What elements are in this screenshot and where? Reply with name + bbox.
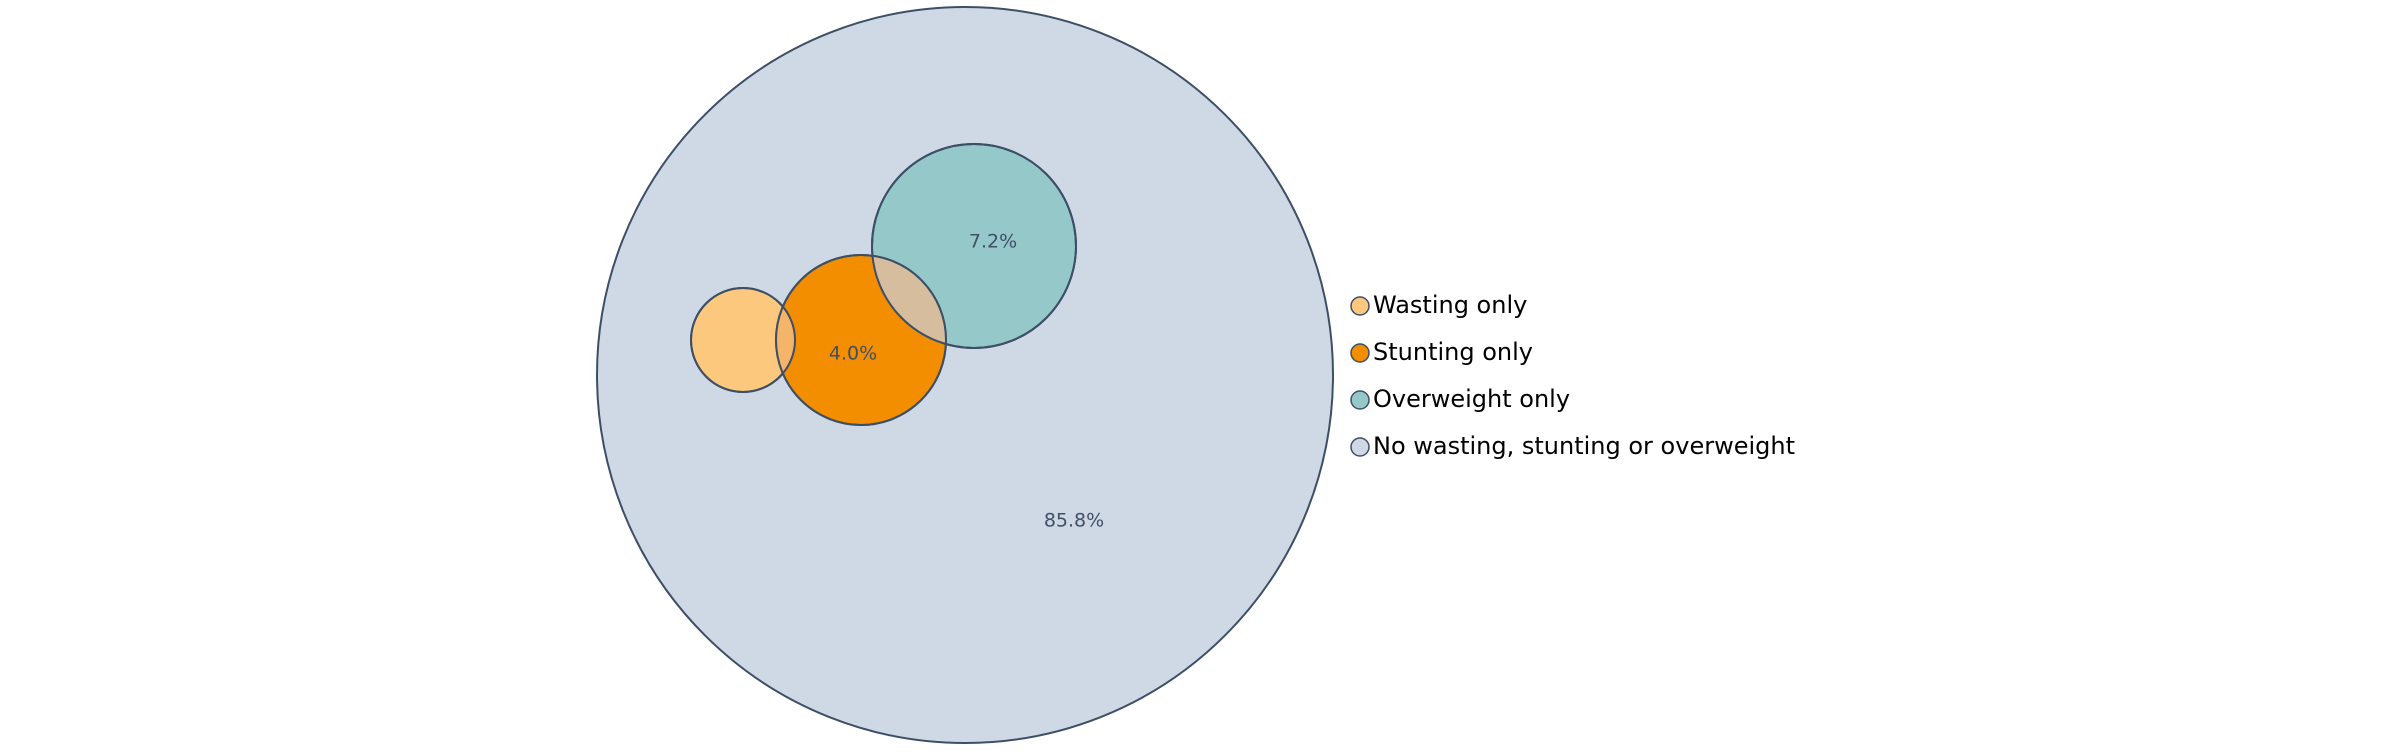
outline-wasting: [690, 287, 796, 393]
legend-label-overweight: Overweight only: [1373, 385, 1570, 413]
label-stunting-pct: 4.0%: [829, 343, 877, 365]
legend-swatch-overweight: [1350, 390, 1370, 410]
legend-label-none: No wasting, stunting or overweight: [1373, 432, 1795, 460]
legend-label-wasting: Wasting only: [1373, 291, 1527, 319]
legend-item-stunting: Stunting only: [1350, 338, 1533, 366]
legend-item-none: No wasting, stunting or overweight: [1350, 432, 1795, 460]
label-overweight-pct: 7.2%: [969, 231, 1017, 253]
legend-swatch-wasting: [1350, 296, 1370, 316]
legend-swatch-none: [1350, 437, 1370, 457]
label-total-pct: 85.8%: [1044, 510, 1104, 532]
circle-no-wasting-stunting-overweight: [596, 6, 1334, 744]
legend: Wasting only Stunting only Overweight on…: [1350, 291, 1795, 460]
overlap-stunting-overweight: [872, 255, 946, 348]
legend-label-stunting: Stunting only: [1373, 338, 1533, 366]
outline-overweight: [871, 143, 1077, 349]
legend-item-wasting: Wasting only: [1350, 291, 1527, 319]
legend-swatch-stunting: [1350, 343, 1370, 363]
outline-stunting: [775, 254, 947, 426]
legend-item-overweight: Overweight only: [1350, 385, 1570, 413]
